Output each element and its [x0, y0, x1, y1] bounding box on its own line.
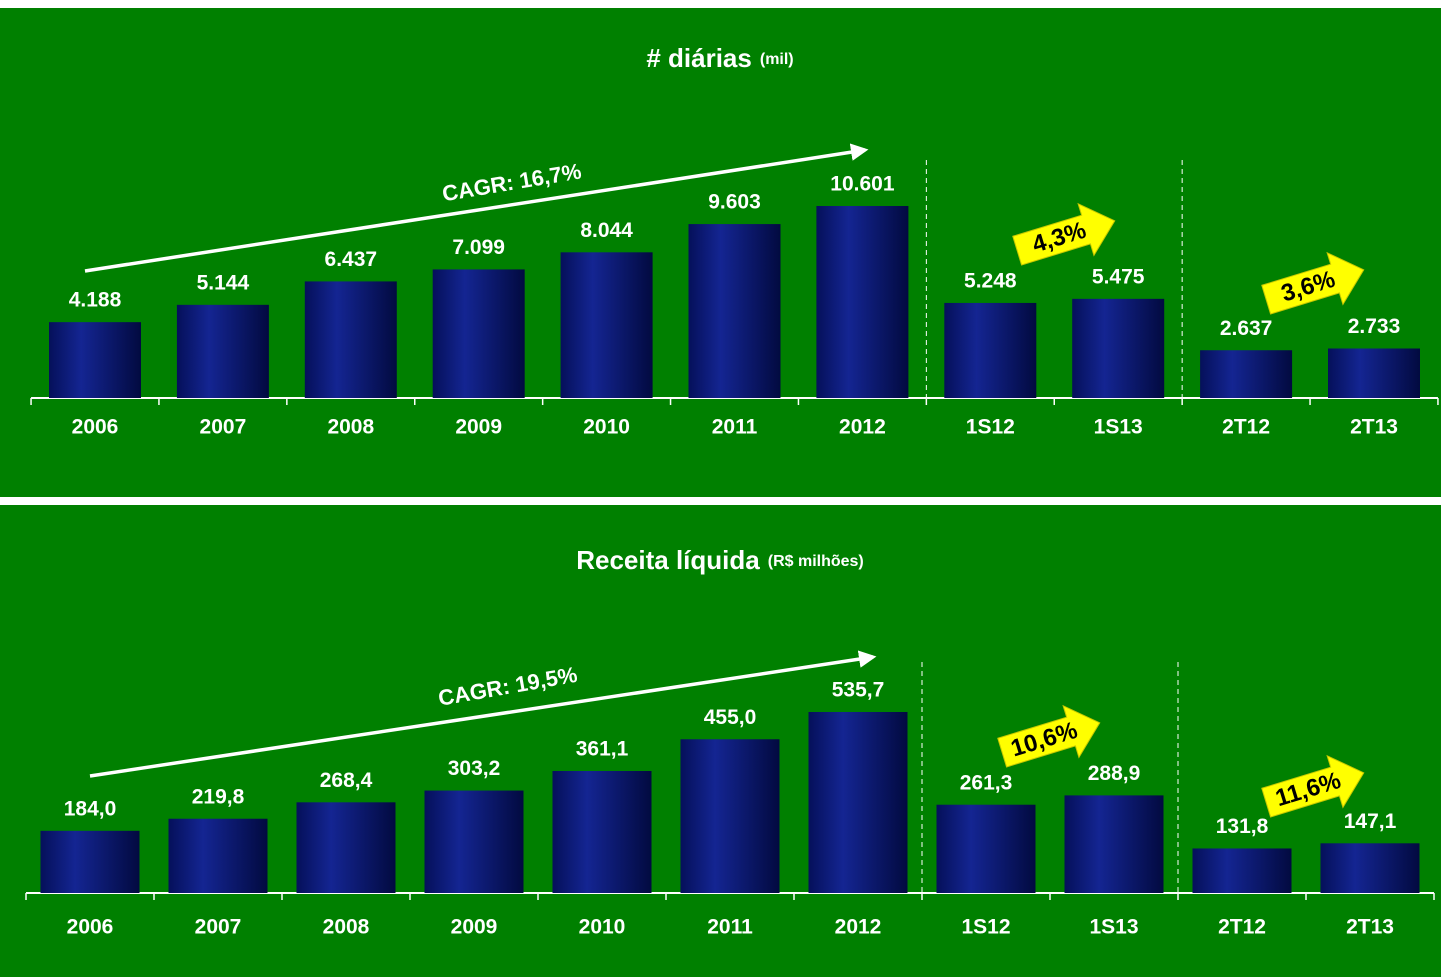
value-label: 5.248 [964, 269, 1017, 292]
x-tick-label: 2010 [583, 416, 630, 439]
x-tick-label: 2006 [72, 416, 119, 439]
bar [936, 804, 1036, 893]
value-label: 288,9 [1088, 762, 1141, 785]
value-label: 7.099 [452, 236, 505, 259]
value-label: 4.188 [69, 289, 122, 312]
subtitle: (mil) [760, 51, 794, 68]
x-tick-label: 2T13 [1346, 916, 1394, 939]
chart-title: Receita líquida (R$ milhões) [576, 545, 864, 575]
bar [808, 712, 908, 893]
bar [1192, 848, 1292, 893]
bar [688, 224, 781, 398]
bar [49, 322, 141, 398]
x-tick-label: 2012 [839, 416, 886, 439]
x-tick-label: 1S13 [1089, 916, 1138, 939]
title: Receita líquida [576, 545, 760, 575]
x-tick-label: 2011 [712, 416, 758, 439]
bar [560, 252, 653, 398]
value-label: 2.637 [1220, 317, 1273, 340]
value-label: 9.603 [708, 191, 761, 214]
x-tick-label: 2008 [323, 916, 370, 939]
value-label: 455,0 [704, 706, 757, 729]
value-label: 131,8 [1216, 815, 1269, 838]
arrow-shape [1261, 251, 1365, 315]
arrow-shape [1012, 202, 1116, 266]
value-label: 10.601 [830, 173, 895, 196]
value-label: 8.044 [580, 219, 633, 242]
arrow-shape [1261, 754, 1365, 818]
value-label: 268,4 [320, 769, 373, 792]
x-tick-label: 2T12 [1218, 916, 1266, 939]
title: # diárias [646, 43, 752, 73]
x-tick-label: 1S13 [1094, 416, 1143, 439]
bar [1064, 795, 1164, 893]
value-label: 184,0 [64, 797, 117, 820]
value-label: 535,7 [832, 679, 885, 702]
value-label: 6.437 [325, 248, 378, 271]
x-tick-label: 2T13 [1350, 416, 1398, 439]
bar [424, 790, 524, 893]
chart-title: # diárias (mil) [646, 43, 793, 73]
bar [1320, 843, 1420, 893]
cagr-arrow [89, 650, 877, 778]
bar [168, 818, 268, 893]
x-tick-label: 2T12 [1222, 416, 1270, 439]
value-label: 5.475 [1092, 265, 1145, 288]
x-tick-label: 2009 [455, 416, 502, 439]
bar [944, 302, 1037, 398]
bar [40, 830, 140, 893]
value-label: 5.144 [197, 271, 250, 294]
bar [1328, 348, 1420, 398]
value-label: 303,2 [448, 757, 501, 780]
bar [816, 206, 909, 398]
x-tick-label: 2012 [835, 916, 882, 939]
x-tick-label: 2006 [67, 916, 114, 939]
bar [1072, 298, 1165, 398]
value-label: 219,8 [192, 785, 245, 808]
bar [552, 770, 652, 893]
x-tick-label: 2008 [327, 416, 374, 439]
x-tick-label: 2010 [579, 916, 626, 939]
x-tick-label: 2009 [451, 916, 498, 939]
cagr-arrow [84, 143, 869, 273]
x-tick-label: 2007 [195, 916, 242, 939]
value-label: 261,3 [960, 771, 1013, 794]
x-tick-label: 2007 [200, 416, 247, 439]
bar [1200, 350, 1293, 398]
x-tick-label: 2011 [707, 916, 753, 939]
value-label: 361,1 [576, 738, 629, 761]
bar [432, 269, 525, 398]
arrow-shape [997, 704, 1101, 768]
value-label: 147,1 [1344, 810, 1397, 833]
x-tick-label: 1S12 [966, 416, 1015, 439]
bar [680, 739, 780, 893]
bar [304, 281, 397, 398]
subtitle: (R$ milhões) [768, 553, 864, 570]
value-label: 2.733 [1348, 315, 1401, 338]
bar [296, 802, 396, 893]
bar [176, 304, 269, 398]
x-tick-label: 1S12 [961, 916, 1010, 939]
